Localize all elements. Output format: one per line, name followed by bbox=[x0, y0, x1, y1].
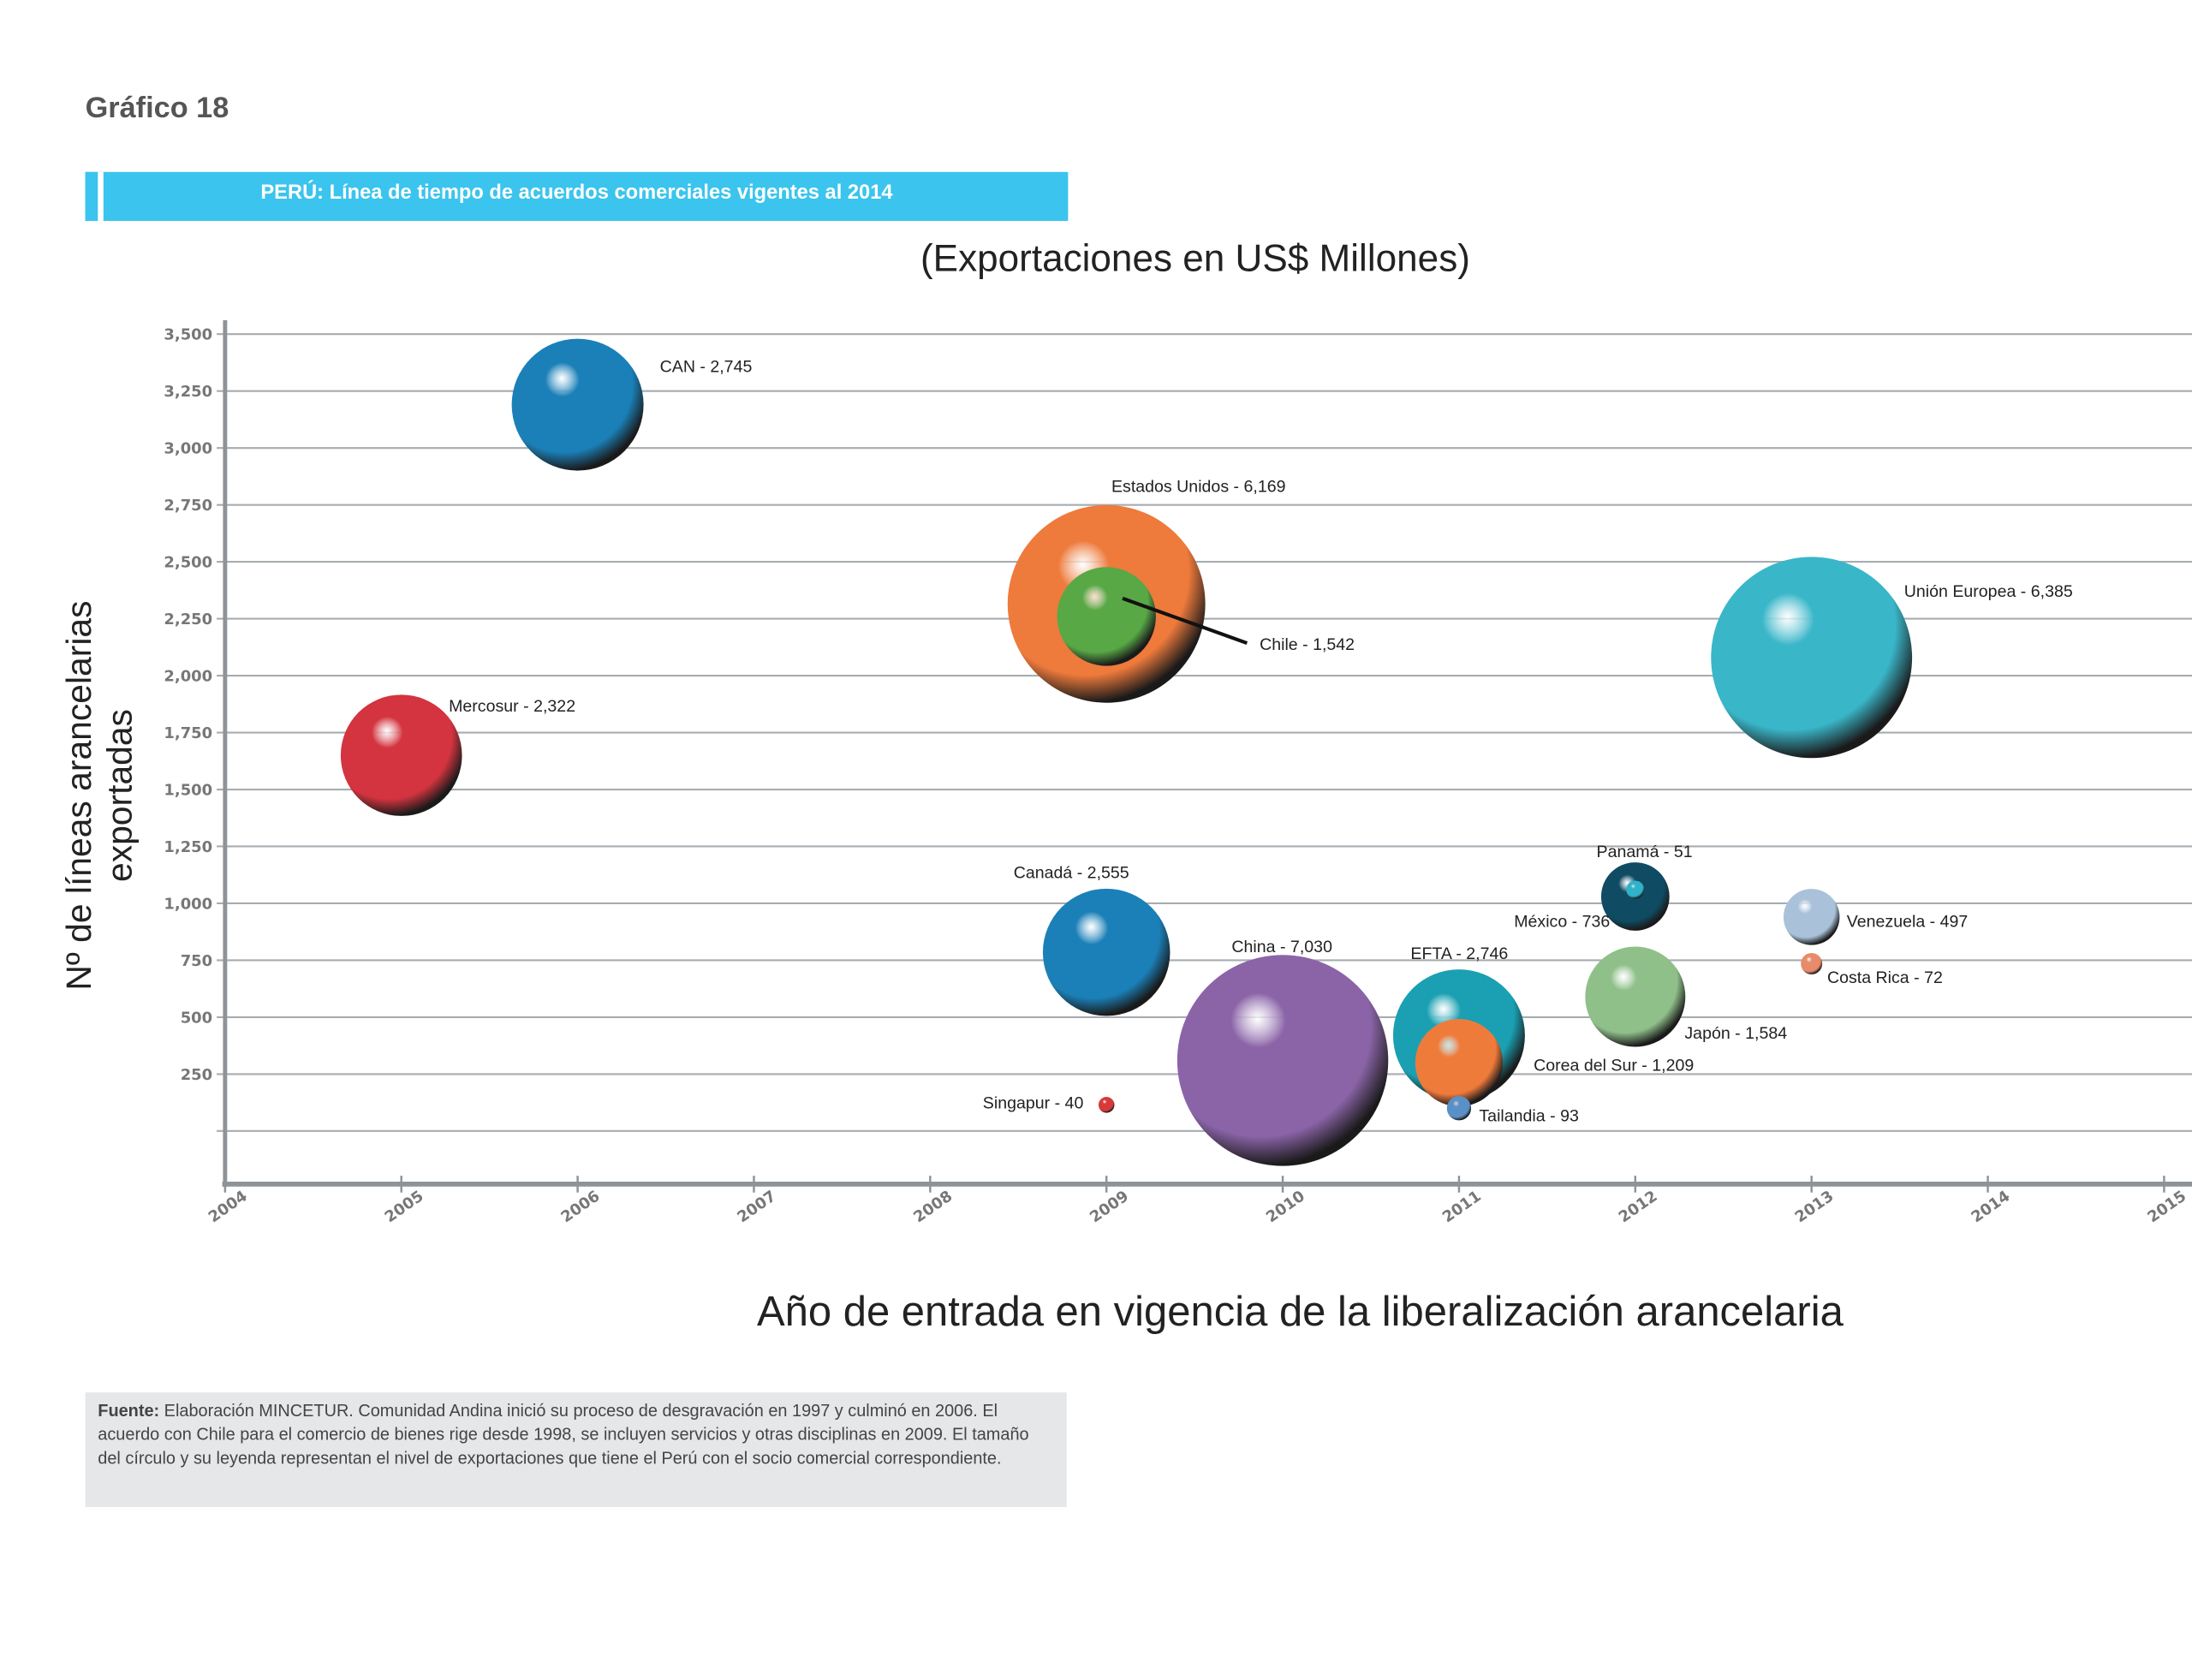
bubble-china bbox=[1176, 955, 1389, 1166]
y-tick-label: 1,000 bbox=[164, 895, 212, 913]
bubble-label: EFTA - 2,746 bbox=[1410, 944, 1508, 963]
chile-leader-line bbox=[1122, 596, 1248, 645]
y-tick-label: 2,000 bbox=[164, 668, 212, 686]
y-tick-label: 3,250 bbox=[164, 383, 212, 401]
y-tick-label: 3,000 bbox=[164, 440, 212, 458]
bubble-label: México - 736 bbox=[1514, 912, 1610, 931]
banner-title: PERÚ: Línea de tiempo de acuerdos comerc… bbox=[260, 182, 893, 205]
bubble-label: Canadá - 2,555 bbox=[1014, 863, 1129, 882]
x-axis-label: Año de entrada en vigencia de la liberal… bbox=[756, 1289, 1844, 1336]
y-tick-label: 1,750 bbox=[164, 724, 212, 742]
bubble-tailandia bbox=[1446, 1096, 1472, 1121]
bubble-union-europea bbox=[1711, 557, 1913, 759]
x-tick-label: 2007 bbox=[734, 1187, 779, 1226]
bubble-label: Panamá - 51 bbox=[1597, 843, 1693, 861]
bubble-chart: 3,500 3,250 3,000 2,750 2,500 2,250 2,000 1,750… bbox=[164, 319, 2192, 1226]
x-tick-label: 2012 bbox=[1616, 1187, 1661, 1226]
x-tick-label: 2004 bbox=[206, 1187, 251, 1226]
bubble-singapur bbox=[1098, 1096, 1115, 1113]
bubble-label: China - 7,030 bbox=[1231, 938, 1332, 956]
bubble-label: Chile - 1,542 bbox=[1260, 635, 1355, 654]
chart-title: (Exportaciones en US$ Millones) bbox=[920, 237, 1470, 280]
banner-accent-bar bbox=[85, 171, 104, 221]
x-tick-label: 2011 bbox=[1439, 1187, 1485, 1226]
x-tick-label: 2009 bbox=[1087, 1187, 1132, 1226]
bubble-label: Corea del Sur - 1,209 bbox=[1534, 1057, 1694, 1075]
source-label: Fuente: bbox=[98, 1400, 160, 1421]
x-tick-label: 2005 bbox=[382, 1187, 427, 1226]
bubble-venezuela bbox=[1783, 889, 1840, 945]
y-tick-label: 1,250 bbox=[164, 838, 212, 856]
x-tick-label: 2008 bbox=[910, 1187, 956, 1226]
y-tick-label: 2,250 bbox=[164, 611, 212, 629]
y-tick-label: 750 bbox=[181, 952, 212, 970]
bubble-canada bbox=[1042, 888, 1170, 1016]
y-tick-label: 1,500 bbox=[164, 782, 212, 800]
bubble-costa-rica bbox=[1801, 952, 1823, 974]
x-tick-label: 2006 bbox=[558, 1187, 604, 1226]
x-tick-label: 2013 bbox=[1792, 1187, 1838, 1226]
x-tick-label: 2015 bbox=[2144, 1187, 2189, 1226]
bubble-label: Estados Unidos - 6,169 bbox=[1111, 478, 1286, 497]
x-tick-label: 2014 bbox=[1968, 1187, 2013, 1226]
bubble-label: Mercosur - 2,322 bbox=[449, 697, 575, 716]
y-tick-label: 250 bbox=[181, 1066, 212, 1084]
y-tick-label: 3,500 bbox=[164, 326, 212, 344]
y-tick-label: 2,750 bbox=[164, 497, 212, 515]
y-tick-label: 2,500 bbox=[164, 554, 212, 572]
bubble-label: Singapur - 40 bbox=[983, 1094, 1084, 1113]
bubble-label: Venezuela - 497 bbox=[1847, 912, 1969, 931]
title-banner: PERÚ: Línea de tiempo de acuerdos comerc… bbox=[85, 171, 1069, 221]
bubble-japon bbox=[1585, 946, 1686, 1047]
x-tick-label: 2010 bbox=[1263, 1187, 1308, 1226]
bubble-can bbox=[511, 338, 644, 471]
source-note: Fuente: Elaboración MINCETUR. Comunidad … bbox=[85, 1392, 1067, 1508]
y-tick-label: 500 bbox=[181, 1009, 212, 1027]
bubble-label: Unión Europea - 6,385 bbox=[1904, 582, 2073, 601]
source-text: Elaboración MINCETUR. Comunidad Andina i… bbox=[98, 1400, 1029, 1468]
bubble-label: Tailandia - 93 bbox=[1479, 1106, 1579, 1125]
bubble-label: Costa Rica - 72 bbox=[1827, 968, 1943, 987]
bubble-panama bbox=[1626, 880, 1645, 899]
figure-number: Gráfico 18 bbox=[85, 92, 229, 125]
bubble-mercosur bbox=[340, 694, 462, 816]
bubble-label: Japón - 1,584 bbox=[1684, 1024, 1787, 1043]
bubble-corea-del-sur bbox=[1415, 1018, 1504, 1107]
bubble-label: CAN - 2,745 bbox=[660, 357, 753, 376]
bubble-chile bbox=[1057, 567, 1156, 666]
